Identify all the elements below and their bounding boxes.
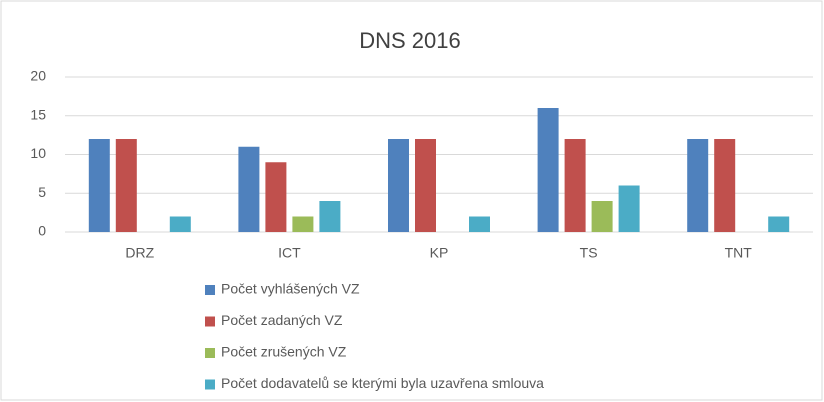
bar (768, 216, 790, 232)
legend-swatch (205, 316, 215, 327)
bar (292, 216, 314, 232)
bar (687, 139, 709, 232)
bar (591, 201, 613, 232)
y-tick-label: 20 (30, 68, 46, 84)
x-tick-label: TNT (725, 245, 753, 261)
bar (238, 146, 260, 232)
bar (714, 139, 736, 232)
y-tick-label: 10 (30, 145, 46, 161)
y-tick-label: 0 (38, 223, 46, 239)
legend-label: Počet zadaných VZ (221, 312, 343, 328)
bar (388, 139, 409, 232)
legend-label: Počet dodavatelů se kterými byla uzavřen… (221, 375, 544, 391)
bar (88, 139, 110, 232)
x-tick-label: KP (430, 245, 449, 261)
legend-label: Počet vyhlášených VZ (221, 281, 360, 297)
chart-title: DNS 2016 (359, 28, 461, 53)
bar (415, 139, 436, 232)
bar (265, 162, 287, 232)
x-tick-label: ICT (278, 245, 301, 261)
legend-swatch (205, 285, 215, 295)
y-tick-label: 5 (38, 184, 46, 200)
bar (469, 216, 490, 232)
bar (169, 216, 191, 232)
y-tick-label: 15 (30, 106, 46, 122)
bar (537, 108, 559, 232)
bar (115, 139, 137, 232)
legend-swatch (205, 379, 215, 390)
legend-label: Počet zrušených VZ (221, 344, 347, 360)
x-tick-label: TS (580, 245, 598, 261)
bar (618, 185, 640, 232)
legend-swatch (205, 348, 215, 358)
bar (564, 139, 586, 232)
x-tick-label: DRZ (125, 245, 154, 261)
bar (319, 201, 341, 232)
